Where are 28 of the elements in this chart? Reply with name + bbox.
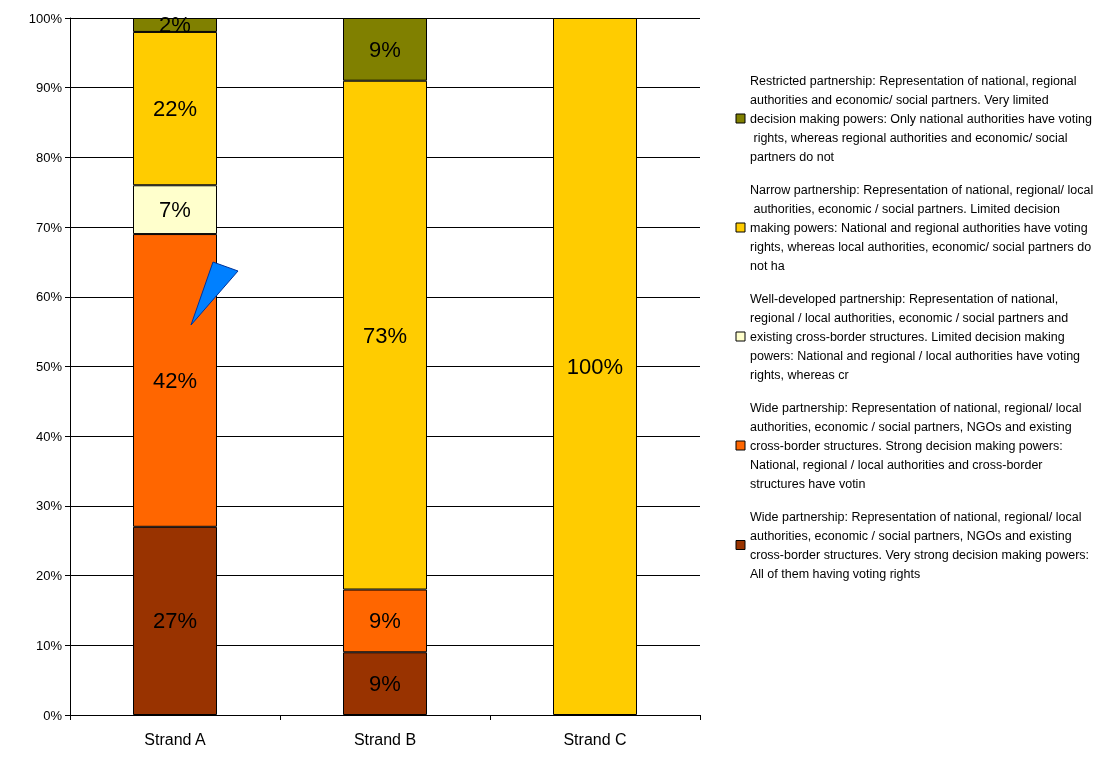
legend-label: Well-developed partnership: Representation of national, regional / local authorities, economic / social partners and existing cross-border structures. Limited decision making powers: National and regional / local authorities have voting rights, whereas cr — [750, 291, 1084, 382]
y-tick-label: 100% — [28, 10, 63, 26]
y-tick-label: 50% — [35, 359, 63, 374]
y-tick-label: 80% — [35, 149, 63, 165]
y-tick-label: 30% — [35, 498, 63, 514]
y-tick-label: 0% — [43, 707, 63, 723]
y-tick-label: 90% — [35, 80, 63, 96]
x-tick-label: Strand A — [144, 730, 207, 748]
data-label: 42% — [152, 367, 198, 393]
legend-label: Narrow partnership: Representation of national, regional/ local authorities, economic / social partners. Limited decision making powers: National and regional authorities have voting rights, whereas local authorities, economic/ social partners do not ha — [750, 182, 1095, 273]
data-label: 73% — [362, 322, 408, 348]
y-tick-label: 60% — [35, 289, 63, 305]
legend-label: Restricted partnership: Representation of national, regional authorities and economic/ social partners. Very limited decision making powers: Only national authorities have voting rights, whereas regional authorities and economic/ social partners do not — [750, 73, 1092, 164]
data-label: 7% — [159, 197, 191, 223]
y-tick-label: 70% — [35, 219, 63, 235]
y-tick-label: 10% — [35, 637, 63, 653]
y-tick-label: 20% — [35, 568, 63, 584]
data-label: 100% — [566, 354, 624, 379]
data-label: 27% — [152, 608, 198, 634]
x-tick-label: Strand C — [563, 730, 627, 748]
data-label: 9% — [369, 671, 401, 697]
legend-label: Wide partnership: Representation of national, regional/ local authorities, economic / social partners, NGOs and existing cross-border structures. Strong decision making powers: National, regional / local authorities and cross-border structures have votin — [750, 400, 1085, 491]
data-label: 9% — [369, 36, 401, 62]
y-tick-label: 40% — [35, 428, 63, 444]
data-label: 9% — [369, 608, 401, 634]
legend-label: Wide partnership: Representation of national, regional/ local authorities, economic / social partners, NGOs and existing cross-border structures. Very strong decision making powers: All of them having voting rights — [750, 509, 1093, 581]
x-tick-label: Strand B — [353, 730, 417, 748]
data-label: 22% — [152, 96, 198, 122]
